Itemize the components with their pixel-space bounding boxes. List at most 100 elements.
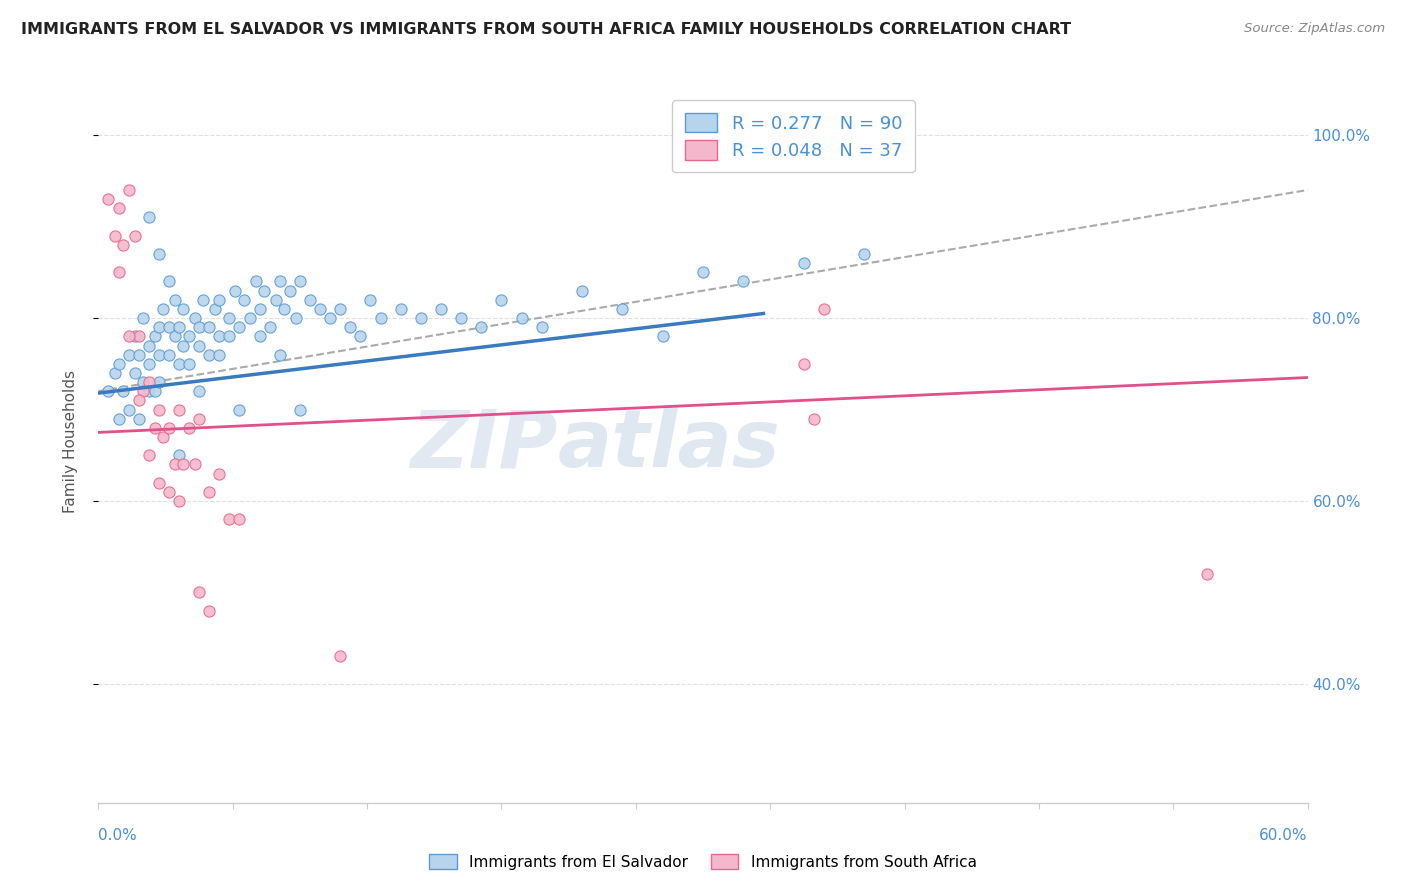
Point — [107, 357, 129, 371]
Point — [409, 311, 432, 326]
Point — [198, 604, 221, 618]
Point — [813, 301, 835, 316]
Point — [143, 421, 166, 435]
Point — [179, 357, 201, 371]
Point — [157, 275, 180, 289]
Point — [329, 301, 352, 316]
Point — [148, 348, 170, 362]
Point — [208, 348, 231, 362]
Point — [184, 458, 207, 472]
Point — [184, 311, 207, 326]
Text: 0.0%: 0.0% — [98, 828, 138, 843]
Point — [188, 384, 211, 399]
Point — [107, 265, 129, 279]
Point — [172, 301, 194, 316]
Point — [128, 411, 150, 425]
Point — [651, 329, 673, 343]
Point — [138, 338, 160, 352]
Point — [188, 411, 211, 425]
Text: ZIP: ZIP — [411, 406, 558, 484]
Point — [157, 484, 180, 499]
Point — [430, 301, 453, 316]
Point — [259, 320, 281, 334]
Point — [152, 301, 174, 316]
Point — [612, 301, 634, 316]
Point — [692, 265, 714, 279]
Point — [218, 329, 240, 343]
Point — [118, 183, 141, 197]
Point — [138, 357, 160, 371]
Point — [1195, 567, 1218, 582]
Point — [157, 348, 180, 362]
Point — [349, 329, 371, 343]
Point — [208, 293, 231, 307]
Point — [309, 301, 332, 316]
Point — [288, 275, 311, 289]
Point — [172, 458, 194, 472]
Point — [198, 320, 221, 334]
Point — [329, 649, 352, 664]
Point — [97, 192, 120, 206]
Point — [152, 430, 174, 444]
Point — [163, 458, 186, 472]
Point — [793, 256, 815, 270]
Point — [198, 484, 221, 499]
Point — [269, 348, 291, 362]
Point — [124, 366, 146, 380]
Point — [224, 284, 246, 298]
Point — [239, 311, 262, 326]
Point — [138, 448, 160, 462]
Point — [128, 329, 150, 343]
Point — [138, 384, 160, 399]
Point — [360, 293, 382, 307]
Point — [107, 411, 129, 425]
Legend: Immigrants from El Salvador, Immigrants from South Africa: Immigrants from El Salvador, Immigrants … — [422, 846, 984, 877]
Point — [128, 348, 150, 362]
Point — [124, 329, 146, 343]
Point — [148, 247, 170, 261]
Point — [249, 329, 271, 343]
Point — [288, 402, 311, 417]
Point — [571, 284, 593, 298]
Point — [132, 311, 155, 326]
Point — [148, 475, 170, 490]
Legend: R = 0.277   N = 90, R = 0.048   N = 37: R = 0.277 N = 90, R = 0.048 N = 37 — [672, 100, 915, 172]
Point — [111, 384, 134, 399]
Point — [193, 293, 215, 307]
Point — [188, 338, 211, 352]
Point — [143, 329, 166, 343]
Point — [284, 311, 307, 326]
Point — [172, 338, 194, 352]
Point — [143, 384, 166, 399]
Point — [167, 448, 190, 462]
Point — [167, 402, 190, 417]
Point — [124, 228, 146, 243]
Point — [188, 320, 211, 334]
Point — [148, 320, 170, 334]
Point — [339, 320, 361, 334]
Point — [138, 375, 160, 389]
Point — [111, 238, 134, 252]
Point — [138, 211, 160, 225]
Point — [450, 311, 472, 326]
Point — [167, 320, 190, 334]
Point — [132, 384, 155, 399]
Point — [179, 329, 201, 343]
Point — [228, 402, 250, 417]
Point — [370, 311, 392, 326]
Point — [470, 320, 492, 334]
Point — [232, 293, 254, 307]
Point — [103, 366, 125, 380]
Point — [218, 311, 240, 326]
Text: Source: ZipAtlas.com: Source: ZipAtlas.com — [1244, 22, 1385, 36]
Point — [128, 393, 150, 408]
Point — [97, 384, 120, 399]
Point — [163, 329, 186, 343]
Point — [118, 329, 141, 343]
Point — [803, 411, 825, 425]
Point — [118, 402, 141, 417]
Point — [132, 375, 155, 389]
Point — [491, 293, 513, 307]
Point — [278, 284, 301, 298]
Point — [204, 301, 226, 316]
